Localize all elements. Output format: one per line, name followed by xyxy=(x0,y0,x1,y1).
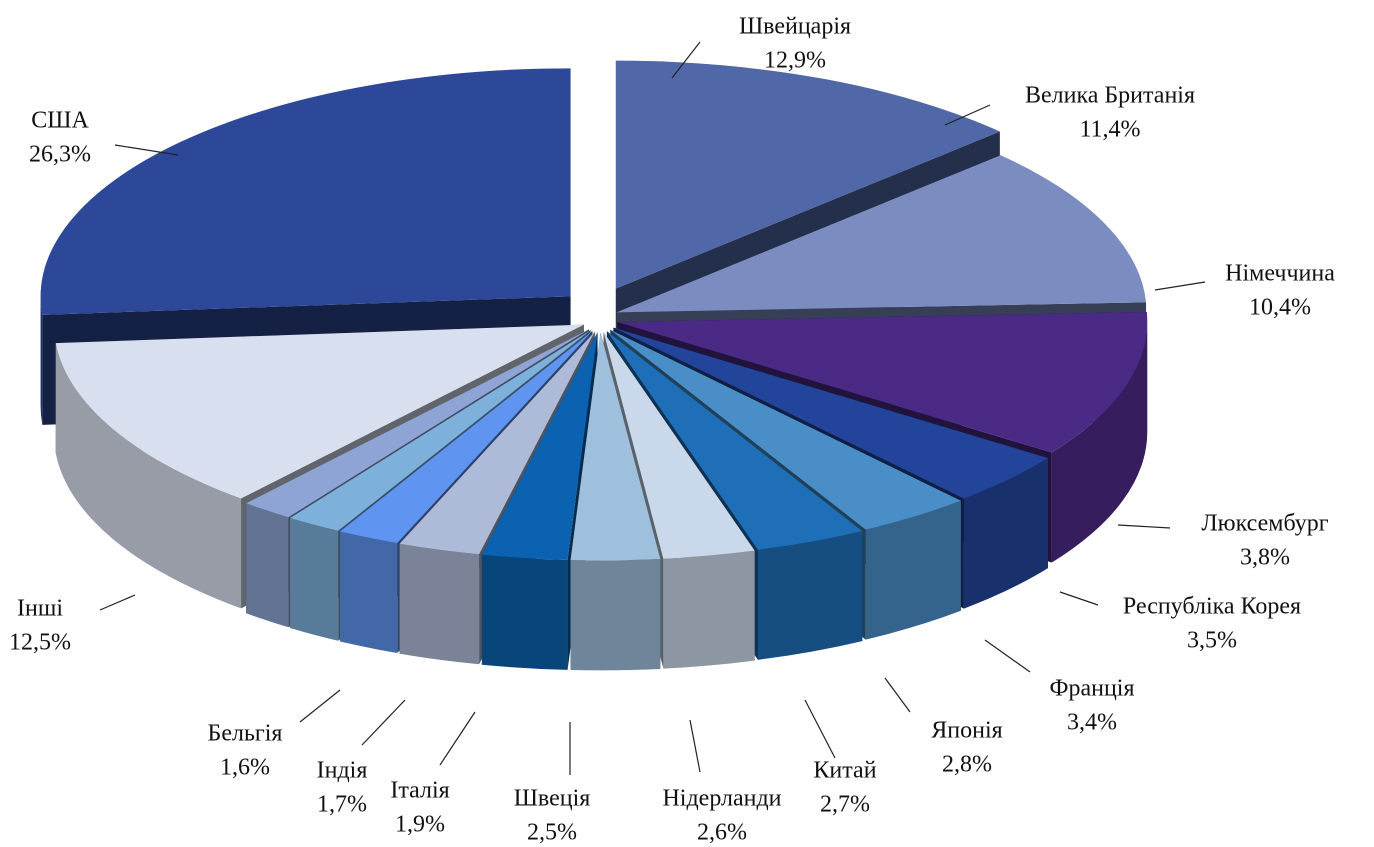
slice-label: Інші xyxy=(17,596,63,622)
slice xyxy=(55,324,584,499)
slice-label: Німеччина xyxy=(1225,261,1335,287)
slice-side xyxy=(663,550,755,669)
slice-side xyxy=(481,554,568,670)
slice xyxy=(617,311,1148,453)
slice xyxy=(339,331,593,544)
value-label: 3,4% xyxy=(1067,710,1117,736)
value-label: 2,5% xyxy=(527,820,577,846)
slice-side xyxy=(570,558,661,671)
value-label: 2,7% xyxy=(820,792,870,818)
leader-line xyxy=(1154,281,1206,291)
slice xyxy=(481,332,598,560)
value-label: 1,9% xyxy=(395,812,445,838)
slice-label: Китай xyxy=(813,758,876,784)
leader-line xyxy=(361,699,406,746)
slice-label: США xyxy=(31,108,89,134)
value-label: 26,3% xyxy=(29,142,91,168)
slice xyxy=(616,155,1147,313)
slice-side xyxy=(40,296,43,425)
leader-line xyxy=(689,719,701,773)
slice xyxy=(399,331,595,555)
slice-side xyxy=(865,500,961,640)
slice-label: Бельгія xyxy=(208,721,283,747)
value-label: 2,8% xyxy=(942,752,992,778)
slice-side xyxy=(399,543,480,665)
slice xyxy=(615,60,1000,289)
leader-line xyxy=(114,144,179,156)
leader-line xyxy=(804,699,836,759)
value-label: 3,8% xyxy=(1240,545,1290,571)
leader-line xyxy=(671,41,701,79)
slice-side xyxy=(758,531,863,660)
slice xyxy=(570,332,661,671)
leader-line xyxy=(99,594,136,611)
slice xyxy=(613,327,1049,499)
slice xyxy=(603,332,755,559)
leader-line xyxy=(984,639,1031,673)
value-label: 1,7% xyxy=(317,792,367,818)
slice-label: Велика Британія xyxy=(1025,83,1195,109)
slice-label: Індія xyxy=(317,758,368,784)
slice xyxy=(606,331,863,550)
slice-side xyxy=(289,518,339,641)
value-label: 10,4% xyxy=(1249,295,1311,321)
slice-label: Нідерланди xyxy=(662,786,781,812)
slice-side xyxy=(246,503,289,628)
leader-line xyxy=(884,677,911,713)
slice-side xyxy=(55,343,242,609)
slice-label: Швейцарія xyxy=(739,14,851,40)
slice-side xyxy=(339,531,398,654)
slice-label: Республіка Корея xyxy=(1123,594,1301,620)
leader-line xyxy=(439,711,476,766)
slice xyxy=(246,329,590,518)
slice-label: Швеція xyxy=(514,786,591,812)
leader-line xyxy=(944,104,991,126)
slice-label: Франція xyxy=(1049,676,1134,702)
value-label: 12,9% xyxy=(764,48,826,74)
leader-line xyxy=(299,689,341,723)
value-label: 1,6% xyxy=(220,755,270,781)
slice xyxy=(289,330,591,531)
leader-line xyxy=(1117,524,1171,529)
slice-label: Японія xyxy=(931,718,1002,744)
slice-label: Люксембург xyxy=(1201,511,1328,537)
slice-side xyxy=(963,458,1049,609)
slice xyxy=(570,332,661,561)
value-label: 2,6% xyxy=(697,820,747,846)
value-label: 12,5% xyxy=(9,630,71,656)
value-label: 3,5% xyxy=(1187,628,1237,654)
slice xyxy=(610,329,961,530)
slice xyxy=(40,68,571,315)
leader-line xyxy=(1059,591,1099,606)
slice-label: Італія xyxy=(390,778,449,804)
slice-side xyxy=(1051,322,1148,563)
value-label: 11,4% xyxy=(1079,117,1140,143)
